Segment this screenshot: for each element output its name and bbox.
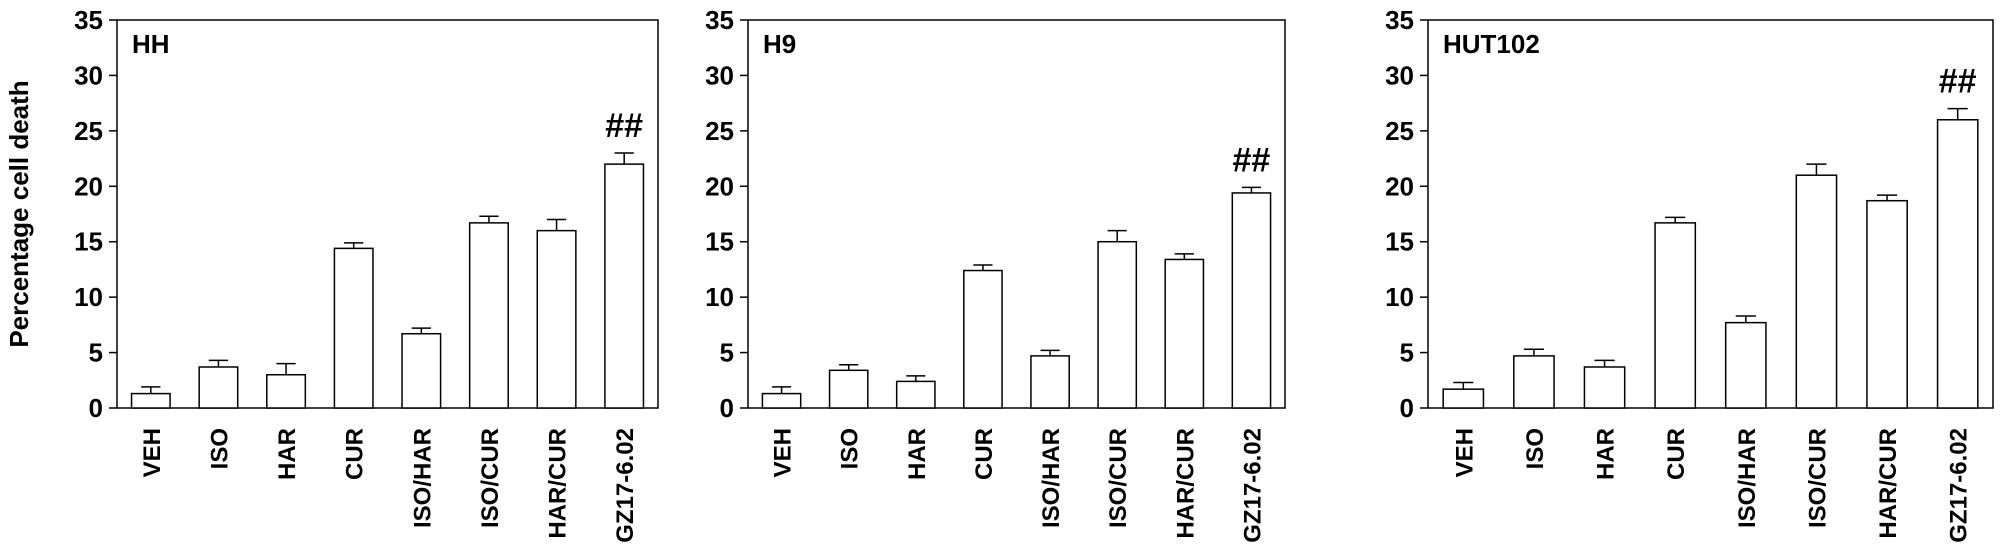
y-tick-label: 10 [705, 282, 734, 312]
category-label: ISO [837, 428, 864, 469]
y-tick-label: 5 [720, 338, 734, 368]
category-label: ISO/CUR [1105, 428, 1132, 528]
category-label: GZ17-6.02 [1946, 428, 1973, 543]
y-tick-label: 35 [1385, 5, 1414, 35]
category-label: ISO/CUR [1804, 428, 1831, 528]
y-tick-label: 10 [74, 282, 103, 312]
bar [1513, 355, 1555, 409]
y-tick-label: 0 [89, 393, 103, 423]
bar [1936, 119, 1979, 409]
y-tick-label: 25 [705, 116, 734, 146]
bar [761, 392, 802, 409]
panel-title: H9 [763, 29, 796, 59]
y-tick-label: 30 [1385, 60, 1414, 90]
significance-marker: ## [1939, 63, 1977, 101]
y-tick-label: 10 [1385, 282, 1414, 312]
panel-title: HUT102 [1443, 29, 1540, 59]
y-tick-label: 30 [74, 60, 103, 90]
bar [1724, 321, 1767, 409]
bar [895, 380, 936, 409]
bar [1583, 366, 1626, 409]
category-label: HAR [904, 428, 931, 480]
bar [1442, 388, 1485, 409]
plot-frame [747, 19, 1286, 409]
bar [1097, 240, 1138, 409]
category-label: HAR/CUR [545, 428, 572, 539]
y-tick-label: 35 [705, 5, 734, 35]
bar [468, 222, 509, 409]
y-tick-label: 15 [1385, 227, 1414, 257]
panel-title: HH [132, 29, 170, 59]
category-label: ISO [1522, 428, 1549, 469]
y-tick-label: 25 [1385, 116, 1414, 146]
category-label: CUR [1663, 428, 1690, 480]
category-label: GZ17-6.02 [1239, 428, 1266, 543]
category-label: ISO/HAR [409, 428, 436, 528]
plot-frame [1427, 19, 1994, 409]
category-label: HAR/CUR [1172, 428, 1199, 539]
category-label: CUR [971, 428, 998, 480]
y-axis-label: Percentage cell death [4, 80, 34, 347]
y-tick-label: 15 [705, 227, 734, 257]
bar [266, 373, 307, 409]
bar [198, 366, 239, 409]
y-tick-label: 15 [74, 227, 103, 257]
category-label: HAR [274, 428, 301, 480]
y-tick-label: 5 [89, 338, 103, 368]
y-tick-label: 5 [1400, 338, 1414, 368]
category-label: VEH [770, 428, 797, 477]
bar [1030, 355, 1070, 409]
bar [1654, 222, 1697, 409]
category-label: GZ17-6.02 [612, 428, 639, 543]
bar [333, 247, 374, 409]
y-tick-label: 25 [74, 116, 103, 146]
category-label: VEH [1451, 428, 1478, 477]
y-tick-label: 0 [720, 393, 734, 423]
y-tick-label: 30 [705, 60, 734, 90]
y-tick-label: 20 [1385, 171, 1414, 201]
category-label: ISO/HAR [1038, 428, 1065, 528]
category-label: HAR [1593, 428, 1620, 480]
bar [536, 229, 577, 409]
y-tick-label: 0 [1400, 393, 1414, 423]
category-label: HAR/CUR [1875, 428, 1902, 539]
bar [963, 269, 1003, 409]
category-label: ISO [206, 428, 233, 469]
bar [1164, 258, 1205, 409]
plot-frame [116, 19, 659, 409]
significance-marker: ## [605, 107, 643, 145]
bar [130, 392, 171, 409]
bar [1866, 199, 1908, 409]
bar [401, 332, 442, 409]
category-label: ISO/CUR [477, 428, 504, 528]
category-label: ISO/HAR [1734, 428, 1761, 528]
y-tick-label: 20 [705, 171, 734, 201]
bar [1795, 174, 1838, 409]
bar [828, 369, 869, 409]
y-tick-label: 35 [74, 5, 103, 35]
y-tick-label: 20 [74, 171, 103, 201]
significance-marker: ## [1233, 141, 1271, 179]
category-label: CUR [342, 428, 369, 480]
category-label: VEH [139, 428, 166, 477]
bar [1231, 192, 1272, 409]
bar [604, 163, 645, 409]
